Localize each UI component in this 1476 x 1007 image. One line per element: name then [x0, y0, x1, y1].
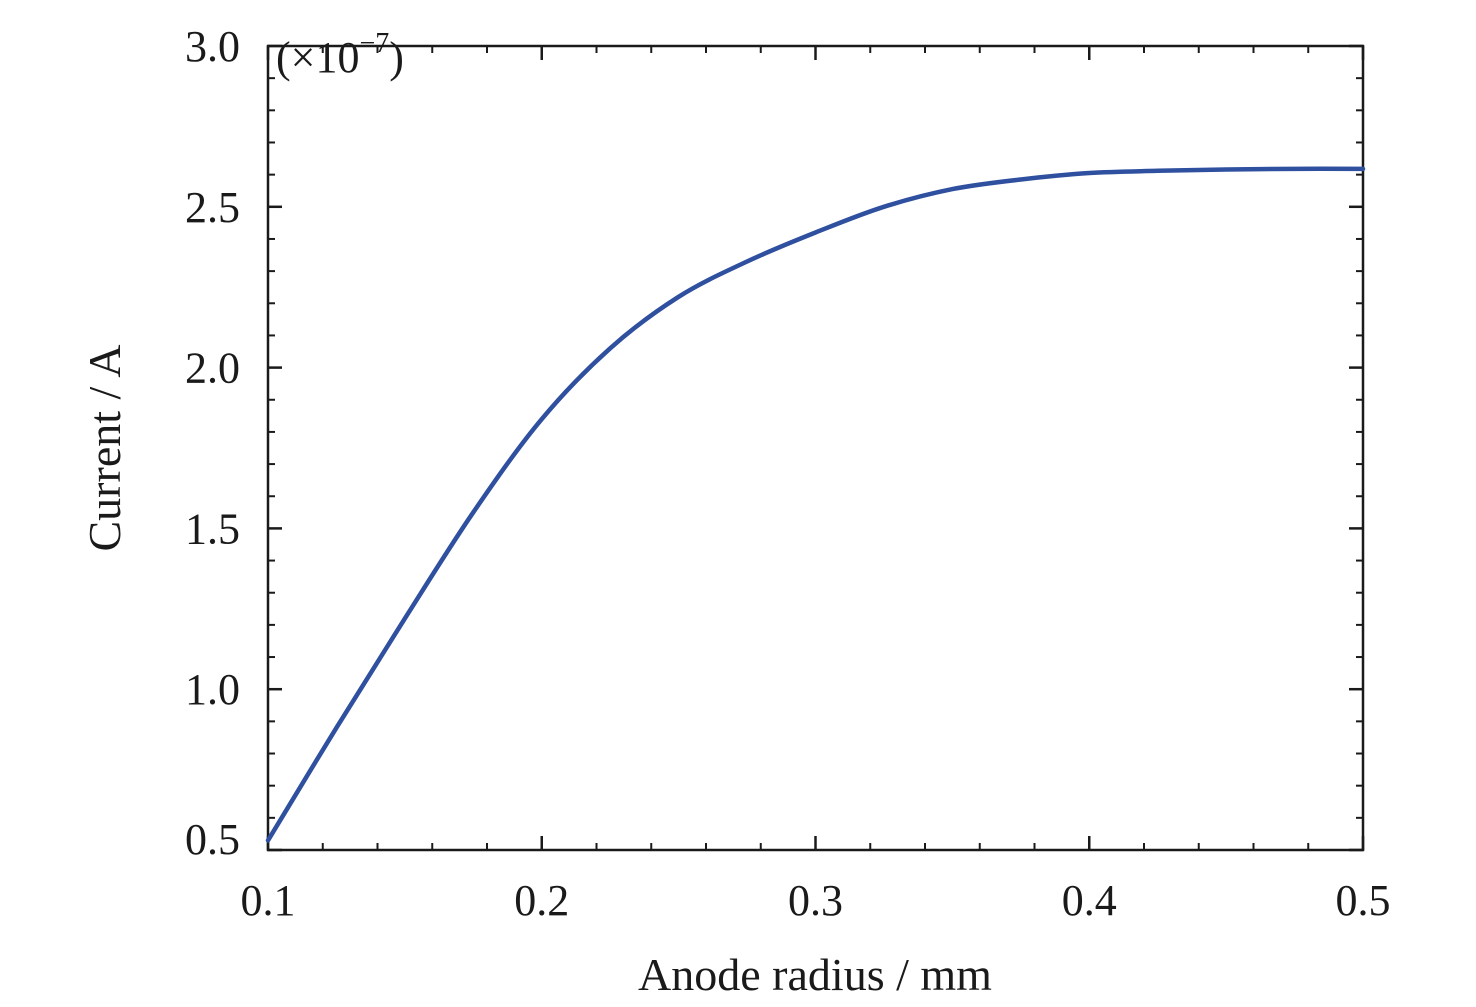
y-tick-label: 0.5	[185, 815, 240, 864]
series-line-0	[265, 166, 1366, 843]
y-multiplier-exponent: −7	[359, 28, 389, 59]
y-tick-label: 2.5	[185, 183, 240, 232]
y-tick-label: 2.0	[185, 344, 240, 393]
minor-ticks	[268, 46, 1363, 850]
y-axis-title: Current / A	[79, 345, 130, 552]
major-ticks	[266, 44, 1365, 852]
y-multiplier-label: (×10−7)	[276, 28, 404, 82]
x-tick-label: 0.2	[514, 876, 569, 925]
x-tick-label: 0.3	[788, 876, 843, 925]
y-tick-labels: 0.5 1.0 1.5 2.0 2.5 3.0	[185, 22, 240, 864]
x-tick-labels: 0.1 0.2 0.3 0.4 0.5	[241, 876, 1391, 925]
y-multiplier-suffix: )	[389, 33, 404, 82]
plot-frame	[266, 44, 1365, 852]
y-tick-label: 1.0	[185, 665, 240, 714]
y-tick-label: 3.0	[185, 22, 240, 71]
x-axis-title: Anode radius / mm	[638, 949, 992, 1000]
x-tick-label: 0.5	[1336, 876, 1391, 925]
y-tick-label: 1.5	[185, 504, 240, 553]
x-tick-label: 0.4	[1062, 876, 1117, 925]
y-multiplier-prefix: (×10	[276, 33, 359, 82]
x-tick-label: 0.1	[241, 876, 296, 925]
series-group	[265, 166, 1366, 843]
